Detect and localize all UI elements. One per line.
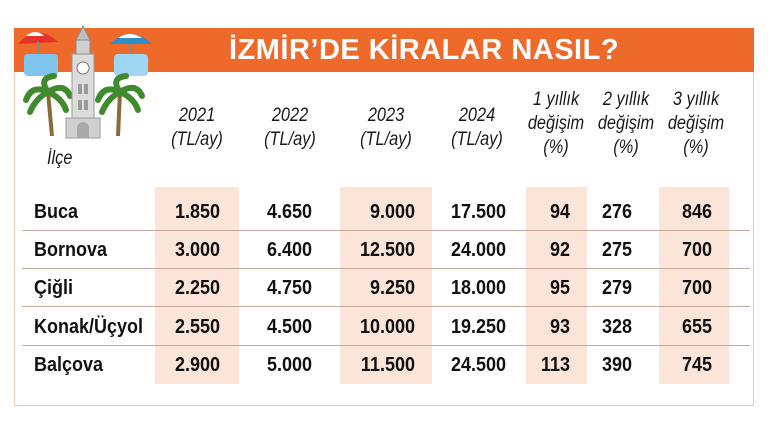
district-name: Balçova (34, 354, 104, 376)
col-ch1-shade (526, 187, 587, 384)
change-1y: 113 (540, 354, 570, 376)
row-divider (22, 268, 750, 269)
value-2022: 4.500 (266, 316, 312, 338)
header-2y-change: 2 yıllık değişim (%) (597, 89, 655, 158)
change-3y: 700 (681, 239, 712, 261)
value-2021: 2.900 (174, 354, 220, 376)
district-name: Çiğli (34, 277, 74, 299)
change-2y: 328 (601, 316, 632, 338)
header-district: İlçe (47, 148, 73, 169)
change-3y: 745 (681, 354, 712, 376)
col-2023-shade (340, 187, 432, 384)
change-3y: 846 (681, 201, 712, 223)
value-2024: 18.000 (450, 277, 506, 299)
value-2024: 17.500 (450, 201, 506, 223)
col-ch3-shade (659, 187, 729, 384)
value-2024: 19.250 (450, 316, 506, 338)
change-1y: 95 (549, 277, 570, 299)
header-2021: 2021 (TL/ay) (171, 105, 223, 150)
change-1y: 92 (549, 239, 570, 261)
value-2023: 11.500 (360, 354, 415, 376)
palm-tree-icon (23, 73, 145, 137)
change-2y: 275 (601, 239, 632, 261)
value-2023: 12.500 (359, 239, 415, 261)
beach-umbrella-icon (18, 32, 152, 76)
header-2024: 2024 (TL/ay) (451, 105, 503, 150)
change-1y: 94 (549, 201, 570, 223)
change-2y: 390 (601, 354, 632, 376)
row-divider (22, 306, 750, 307)
value-2021: 2.250 (174, 277, 220, 299)
page-title: İZMİR’DE KİRALAR NASIL? (228, 34, 620, 66)
change-3y: 700 (681, 277, 712, 299)
col-2021-shade (155, 187, 239, 384)
district-name: Buca (34, 201, 79, 223)
value-2021: 2.550 (174, 316, 220, 338)
change-3y: 655 (681, 316, 712, 338)
value-2021: 1.850 (174, 201, 220, 223)
value-2022: 4.650 (266, 201, 312, 223)
row-divider (22, 345, 750, 346)
value-2022: 5.000 (266, 354, 312, 376)
header-2023: 2023 (TL/ay) (360, 105, 412, 150)
change-2y: 276 (601, 201, 632, 223)
header-3y-change: 3 yıllık değişim (%) (667, 89, 725, 158)
value-2024: 24.500 (450, 354, 506, 376)
row-divider (22, 230, 750, 231)
clock-tower-illustration (18, 24, 152, 139)
value-2022: 6.400 (266, 239, 312, 261)
header-2022: 2022 (TL/ay) (264, 105, 316, 150)
district-name: Konak/Üçyol (34, 316, 144, 338)
value-2021: 3.000 (174, 239, 220, 261)
value-2022: 4.750 (266, 277, 312, 299)
value-2023: 9.000 (369, 201, 415, 223)
change-1y: 93 (549, 316, 570, 338)
district-name: Bornova (34, 239, 108, 261)
header-1y-change: 1 yıllık değişim (%) (527, 89, 585, 158)
value-2023: 9.250 (369, 277, 415, 299)
change-2y: 279 (601, 277, 632, 299)
value-2024: 24.000 (450, 239, 506, 261)
clock-tower-icon (65, 24, 101, 139)
value-2023: 10.000 (359, 316, 415, 338)
